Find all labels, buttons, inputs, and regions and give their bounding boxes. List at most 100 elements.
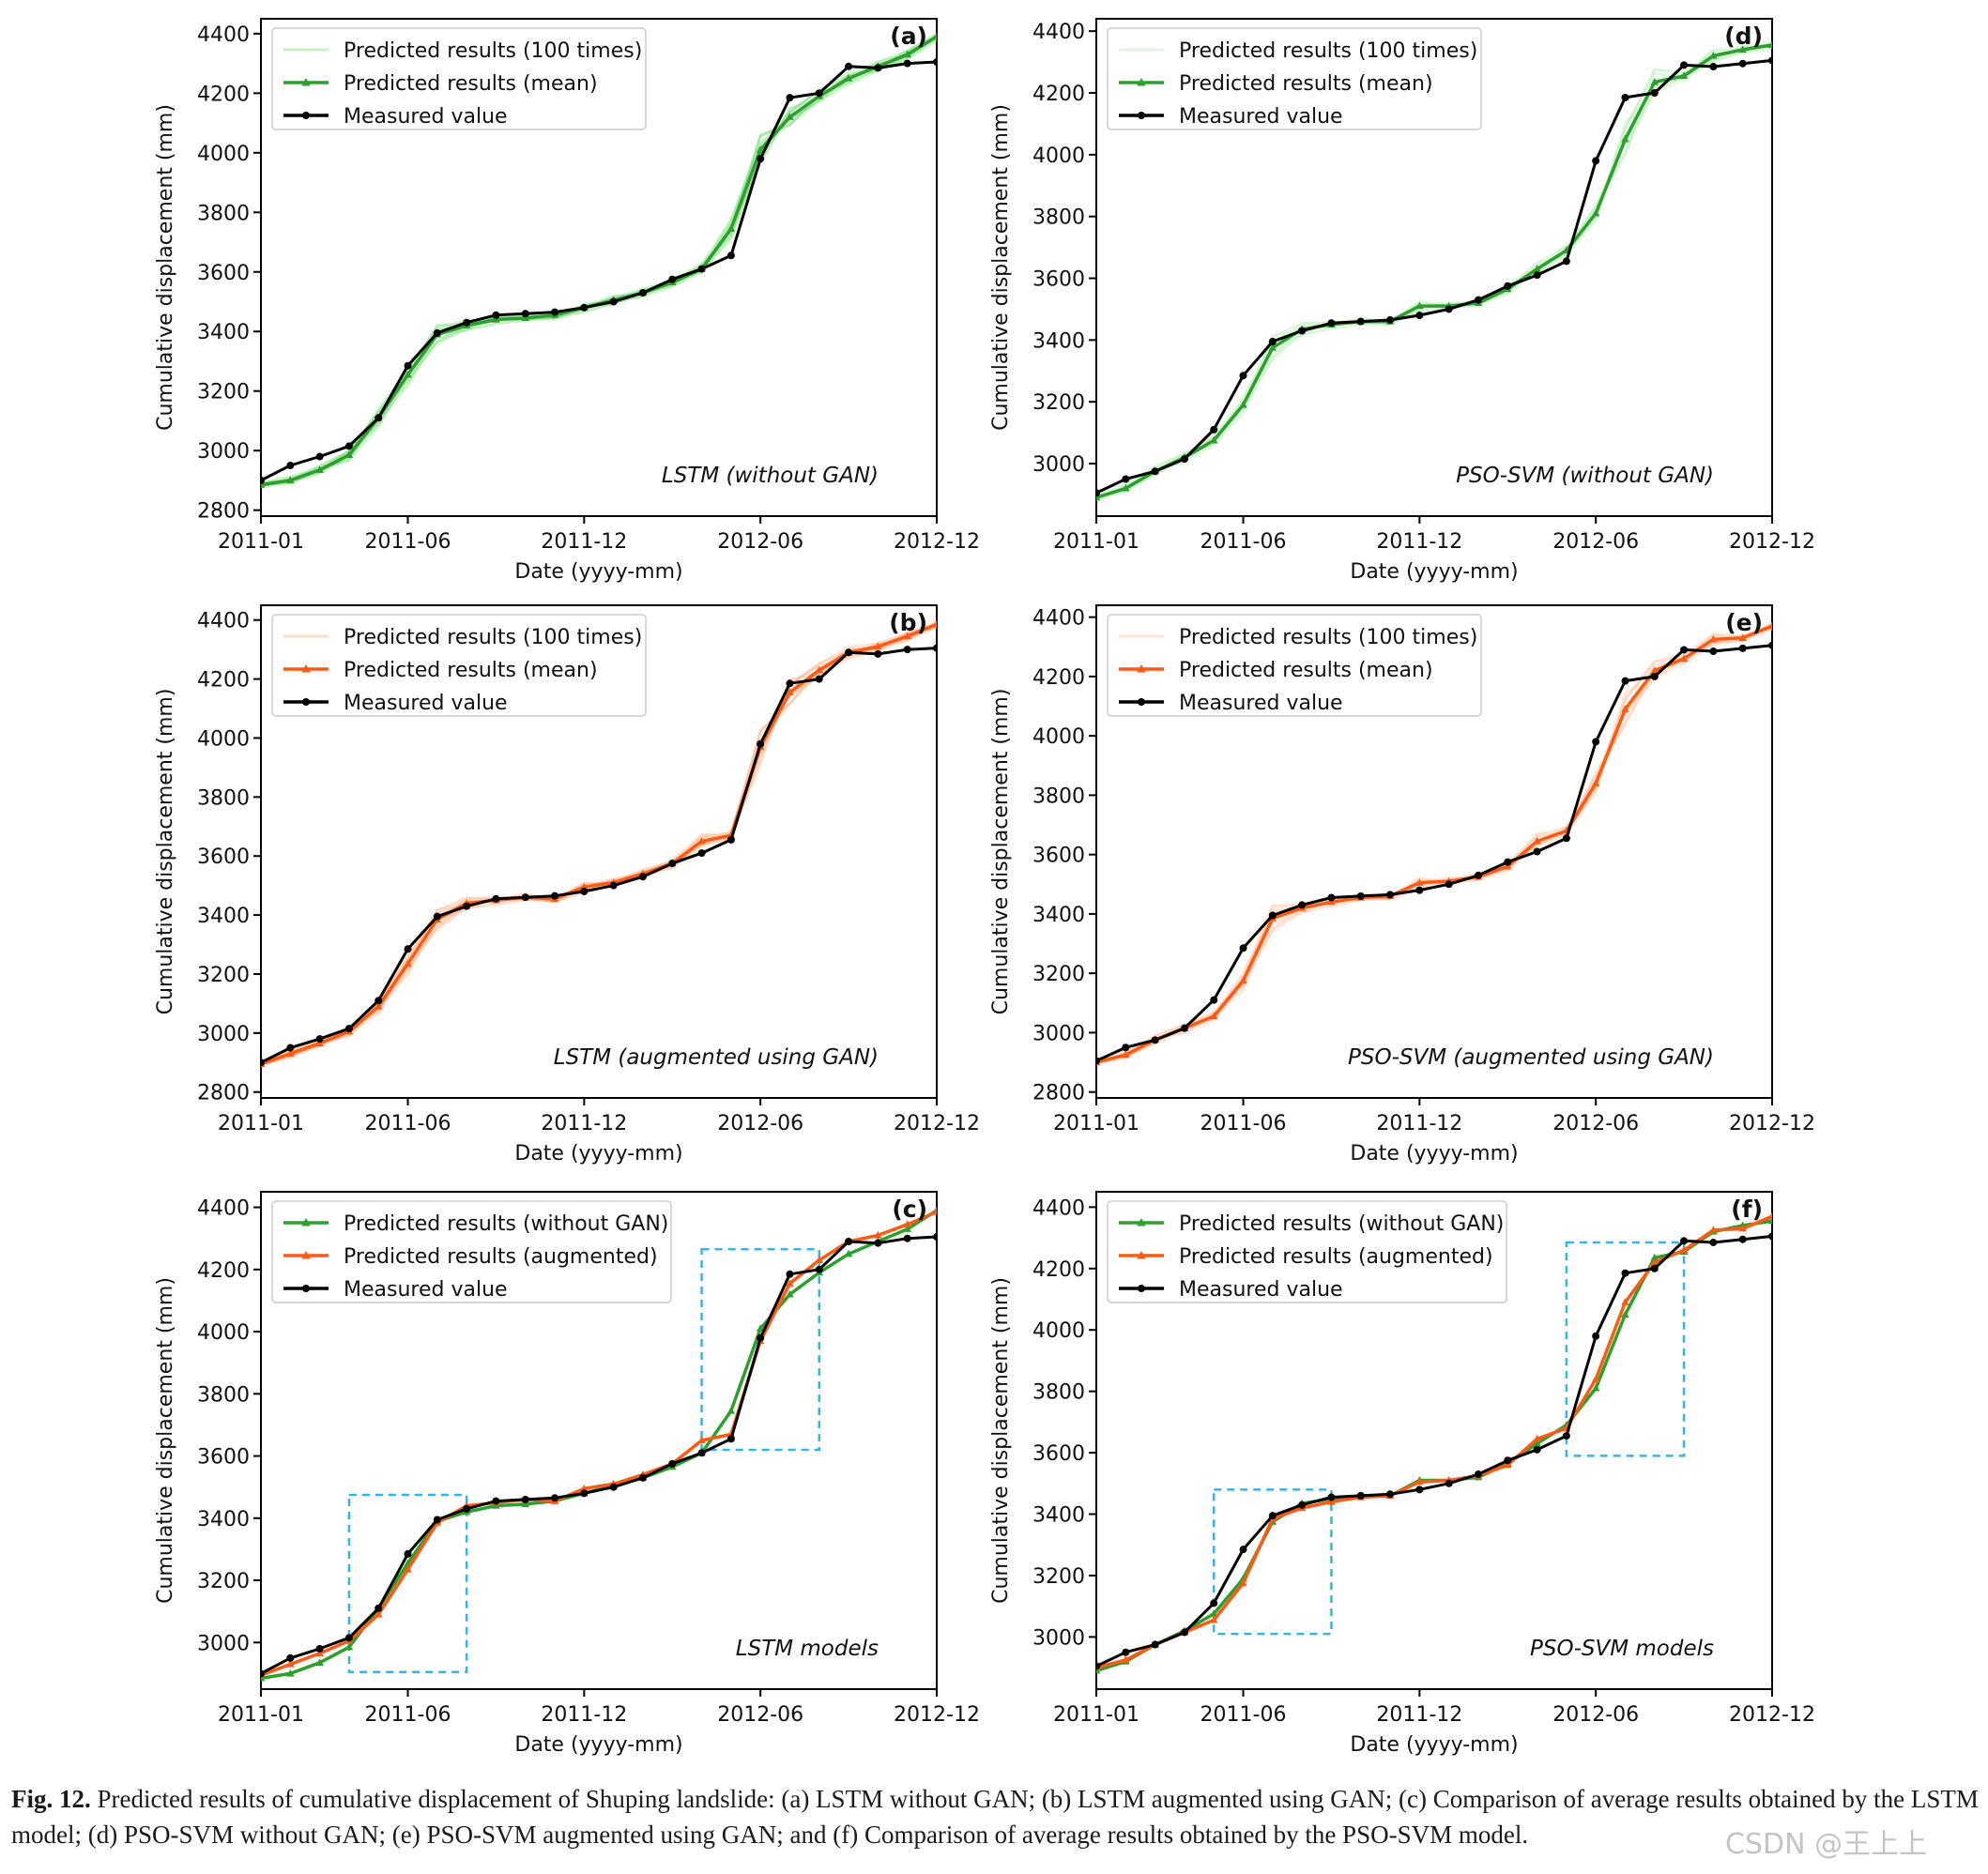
data-point-predicted [786,1289,794,1298]
legend-box [271,27,647,130]
caption-text: Predicted results of cumulative displace… [11,1785,1979,1849]
y-tick-label: 3600 [197,262,250,285]
panel-label: (b) [889,609,927,636]
data-point-measured [1533,271,1541,280]
ensemble-line [1096,624,1772,1062]
data-point-measured [668,1459,677,1468]
data-point-predicted [1096,1666,1101,1674]
figure-caption: Fig. 12. Predicted results of cumulative… [11,1781,1982,1852]
x-tick-label: 2012-12 [1729,530,1815,554]
data-point-predicted [1679,1245,1689,1254]
legend-marker [301,78,311,86]
data-point-measured [1386,315,1395,324]
legend-marker [302,698,310,706]
data-point-predicted [1650,1253,1659,1261]
data-point-measured [845,648,853,657]
series-line-1 [261,1210,937,1677]
x-tick-label: 2011-06 [365,1703,451,1727]
y-tick-label: 3600 [197,846,250,869]
legend-label: Predicted results (100 times) [344,626,642,649]
data-point-predicted [903,632,911,640]
legend: Predicted results (100 times) Predicted r… [271,614,647,717]
legend-label: Predicted results (100 times) [1179,626,1477,649]
data-point-measured [261,1059,265,1067]
data-point-measured [375,1604,383,1612]
data-point-measured [1327,893,1336,902]
x-tick-label: 2012-12 [1729,1703,1815,1727]
data-point-measured [521,893,529,902]
data-point-measured [315,1035,324,1044]
y-tick-label: 3000 [1032,1022,1085,1045]
panel-annotation: LSTM (augmented using GAN) [554,1045,879,1070]
legend-label: Predicted results (mean) [1179,72,1433,96]
y-tick-label: 4400 [1032,1196,1085,1220]
data-point-measured [1210,425,1218,434]
y-tick-label: 3600 [1032,268,1085,292]
y-tick-label: 4200 [197,669,250,693]
data-point-predicted [1679,654,1689,663]
data-point-measured [786,1270,794,1278]
data-point-measured [1151,1640,1159,1649]
legend-marker [301,1251,311,1259]
data-point-measured [551,1494,559,1502]
data-point-measured [1180,1024,1188,1032]
legend-marker [1137,78,1146,86]
y-tick-label: 3200 [1032,963,1085,986]
data-point-measured [874,1239,882,1247]
data-point-predicted [874,1230,882,1239]
data-point-predicted [521,313,530,322]
legend-marker [1138,112,1145,119]
data-point-predicted [1327,897,1336,906]
x-tick-label: 2012-06 [717,1703,803,1727]
data-point-measured [609,297,618,306]
y-tick-label: 3000 [1032,1626,1085,1650]
data-point-measured [1474,296,1482,304]
panel-annotation: LSTM (without GAN) [662,464,879,488]
panel-label: (e) [1725,609,1763,636]
y-tick-label: 4200 [1032,666,1085,690]
y-tick-label: 3200 [197,1570,250,1593]
data-point-predicted [932,1208,937,1215]
data-point-measured [1356,317,1365,326]
data-point-measured [609,881,618,890]
ensemble-line [1096,41,1772,499]
data-point-measured [1680,1237,1689,1245]
data-point-predicted [1738,633,1747,641]
data-point-measured [1327,1493,1336,1501]
chart-panel-b: 2800 3000 3200 3400 3600 3800 4000 4200 4400 2011… [154,604,980,1166]
data-point-predicted [286,1668,295,1677]
data-point-predicted [286,1660,295,1668]
x-axis-label: Date (yyyy-mm) [514,1733,682,1757]
data-point-measured [697,1449,706,1457]
data-point-measured [609,1483,618,1491]
data-point-measured [1474,871,1482,879]
data-point-predicted [1621,705,1629,712]
data-point-measured [1239,1546,1247,1554]
data-point-measured [933,644,937,652]
plot-area [261,1206,937,1682]
data-point-predicted [1503,1460,1512,1469]
data-point-predicted [374,1002,383,1010]
x-tick-label: 2011-01 [218,1703,304,1727]
data-point-measured [1445,305,1453,313]
data-point-measured [1768,56,1772,65]
data-point-measured [580,887,589,895]
data-point-measured [1562,1432,1570,1440]
y-tick-label: 4400 [197,23,250,47]
legend-box [271,614,647,717]
plot-area [1096,621,1772,1066]
y-tick-label: 4200 [197,83,250,106]
y-tick-label: 4200 [1032,1258,1085,1282]
legend-marker [302,112,310,119]
data-point-measured [1504,1456,1512,1465]
data-point-predicted [815,1256,824,1264]
data-point-predicted [1621,134,1629,143]
data-point-measured [1562,257,1570,266]
x-tick-label: 2011-01 [218,530,304,554]
data-point-measured [580,303,589,312]
y-tick-label: 3600 [1032,1442,1085,1466]
legend-marker [1137,1251,1146,1259]
data-point-predicted [315,1658,324,1666]
y-tick-label: 3400 [1032,329,1085,353]
y-tick-label: 4000 [1032,1319,1085,1343]
